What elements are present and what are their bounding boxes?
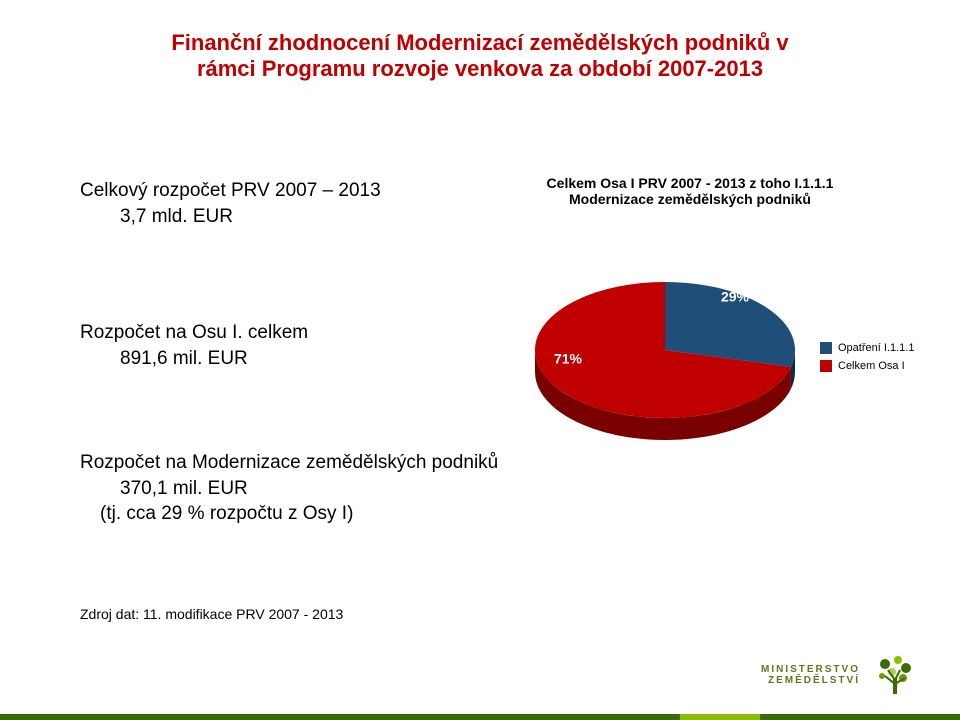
footer-bar-seg3	[760, 714, 960, 720]
page: Finanční zhodnocení Modernizací zeměděls…	[0, 0, 960, 720]
budget-osa-block: Rozpočet na Osu I. celkem 891,6 mil. EUR	[80, 320, 308, 371]
budget-osa-line1: Rozpočet na Osu I. celkem	[80, 320, 308, 346]
legend-item: Opatření I.1.1.1	[820, 342, 914, 354]
chart-title-line2: Modernizace zemědělských podniků	[520, 191, 860, 207]
tree-icon	[870, 650, 920, 700]
footer-logo-text: MINISTERSTVO ZEMĚDĚLSTVÍ	[761, 664, 860, 686]
footer-bar-seg1	[0, 714, 680, 720]
source-text: Zdroj dat: 11. modifikace PRV 2007 - 201…	[80, 606, 343, 622]
legend-label: Celkem Osa I	[838, 360, 905, 372]
legend-swatch	[820, 342, 832, 354]
budget-modern-block: Rozpočet na Modernizace zemědělských pod…	[80, 450, 498, 527]
source-note: Zdroj dat: 11. modifikace PRV 2007 - 201…	[80, 605, 343, 624]
legend-swatch	[820, 360, 832, 372]
budget-modern-line3: (tj. cca 29 % rozpočtu z Osy I)	[80, 501, 498, 527]
chart-title: Celkem Osa I PRV 2007 - 2013 z toho I.1.…	[520, 175, 860, 207]
pie-svg: 29% 71%	[515, 262, 815, 460]
svg-text:71%: 71%	[554, 351, 583, 367]
budget-total-line1: Celkový rozpočet PRV 2007 – 2013	[80, 178, 381, 204]
chart-legend: Opatření I.1.1.1 Celkem Osa I	[820, 342, 914, 378]
legend-item: Celkem Osa I	[820, 360, 914, 372]
pie-chart: 29% 71%	[515, 262, 815, 465]
budget-total-block: Celkový rozpočet PRV 2007 – 2013 3,7 mld…	[80, 178, 381, 229]
footer-bar-seg2	[680, 714, 760, 720]
title-line1: Finanční zhodnocení Modernizací zeměděls…	[60, 30, 900, 56]
budget-total-line2: 3,7 mld. EUR	[80, 204, 381, 230]
page-title: Finanční zhodnocení Modernizací zeměděls…	[60, 30, 900, 82]
title-line2: rámci Programu rozvoje venkova za období…	[60, 56, 900, 82]
footer-logo: MINISTERSTVO ZEMĚDĚLSTVÍ	[761, 650, 920, 700]
budget-modern-line2: 370,1 mil. EUR	[80, 476, 498, 502]
footer-logo-line1: MINISTERSTVO	[761, 664, 860, 675]
svg-text:29%: 29%	[721, 289, 750, 305]
footer-bar	[0, 714, 960, 720]
footer-logo-line2: ZEMĚDĚLSTVÍ	[761, 675, 860, 686]
legend-label: Opatření I.1.1.1	[838, 342, 914, 354]
chart-title-line1: Celkem Osa I PRV 2007 - 2013 z toho I.1.…	[520, 175, 860, 191]
budget-modern-line1: Rozpočet na Modernizace zemědělských pod…	[80, 450, 498, 476]
budget-osa-line2: 891,6 mil. EUR	[80, 346, 308, 372]
